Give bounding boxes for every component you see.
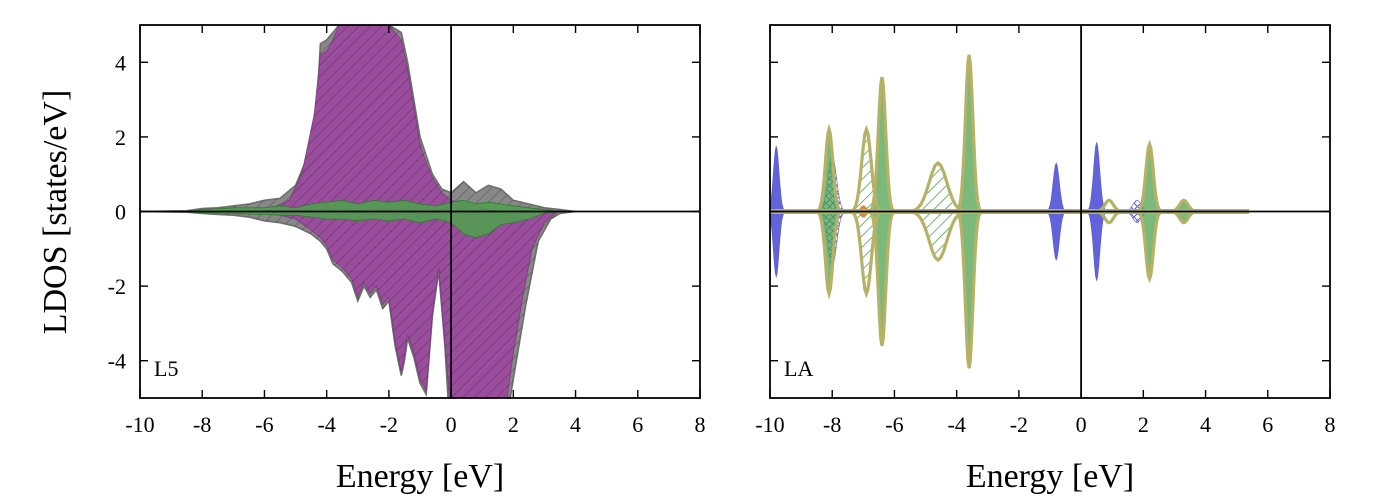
panel-label: LA — [784, 356, 813, 381]
series-olive-peak-0 — [804, 123, 854, 300]
y-axis-title: LDOS [states/eV] — [37, 90, 74, 335]
x-tick-label: 4 — [570, 412, 581, 437]
x-tick-label: 8 — [1325, 412, 1336, 437]
y-tick-label: 2 — [115, 125, 126, 150]
x-tick-label: 0 — [446, 412, 457, 437]
series-olive-peak-6 — [1125, 139, 1174, 284]
x-tick-label: -4 — [948, 412, 966, 437]
x-tick-label: -10 — [125, 412, 154, 437]
x-tick-label: 4 — [1200, 412, 1211, 437]
x-tick-label: -4 — [318, 412, 336, 437]
y-tick-label: -4 — [108, 349, 126, 374]
x-tick-label: -6 — [885, 412, 903, 437]
x-tick-label: -8 — [823, 412, 841, 437]
series-olive-peak-1 — [835, 124, 898, 299]
y-tick-label: 4 — [115, 50, 126, 75]
series-olive-peak-2 — [857, 76, 907, 347]
panel-label: L5 — [154, 356, 178, 381]
series-olive-peak-3 — [880, 160, 996, 263]
x-tick-label: 6 — [632, 412, 643, 437]
x-axis-title: Energy [eV] — [336, 458, 504, 495]
x-tick-label: -10 — [755, 412, 784, 437]
x-tick-label: 6 — [1262, 412, 1273, 437]
y-tick-label: 0 — [115, 200, 126, 225]
x-tick-label: -8 — [193, 412, 211, 437]
x-tick-label: -2 — [380, 412, 398, 437]
y-tick-label: -2 — [108, 274, 126, 299]
x-tick-label: 0 — [1076, 412, 1087, 437]
panel-la: -10 -8 -6 -4 -2 0 2 4 6 8 Energy [eV] LA — [755, 24, 1336, 495]
x-tick-label: -2 — [1010, 412, 1028, 437]
x-axis-title: Energy [eV] — [966, 458, 1134, 495]
series-olive-peak-4 — [944, 54, 994, 369]
x-tick-label: 2 — [508, 412, 519, 437]
x-tick-label: 2 — [1138, 412, 1149, 437]
x-tick-label: -6 — [255, 412, 273, 437]
x-tick-label: 8 — [695, 412, 706, 437]
